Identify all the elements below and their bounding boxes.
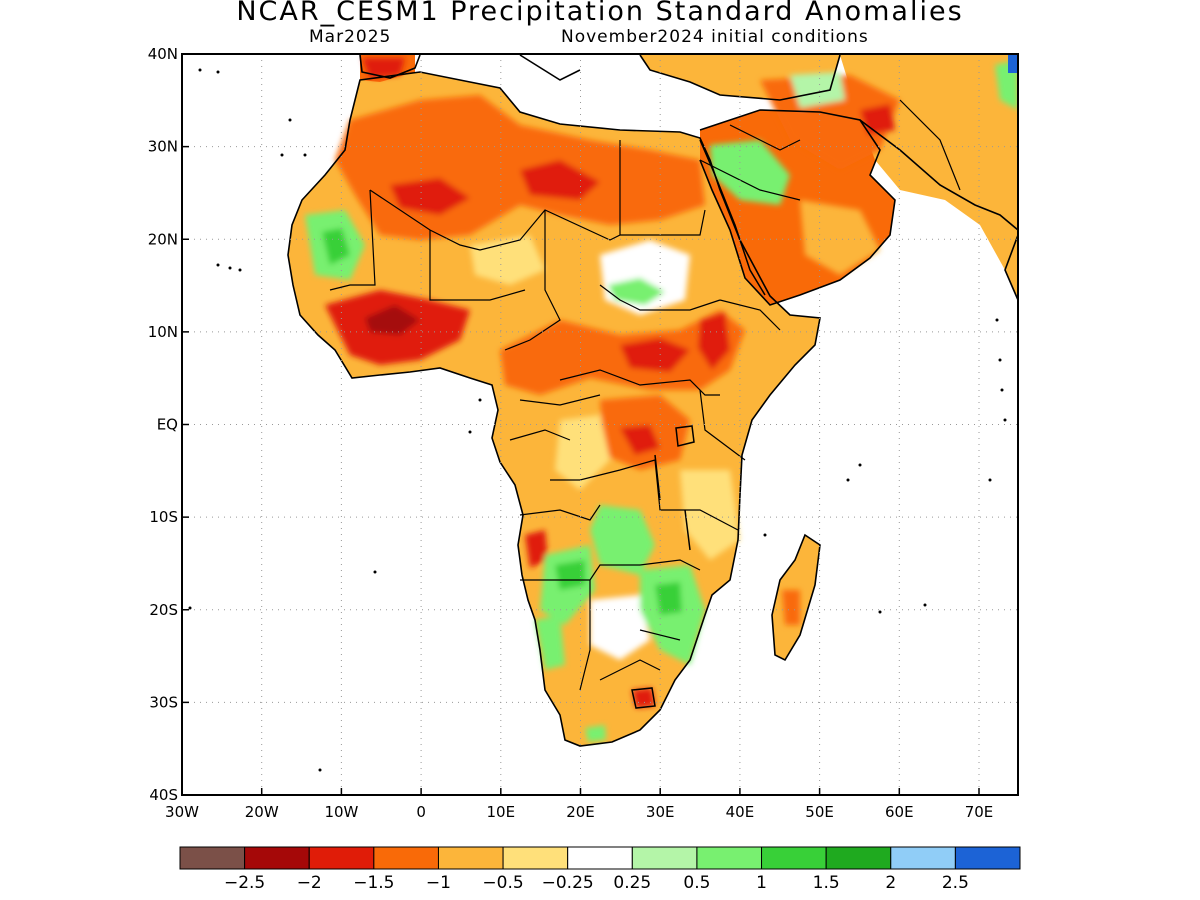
colorbar-label: −2 (297, 873, 322, 893)
colorbar-swatch (631, 846, 698, 870)
colorbar-swatch (373, 846, 439, 870)
caspian-very-wet (1008, 55, 1018, 73)
islands (188, 68, 1007, 772)
madagascar-core-dry (782, 590, 800, 625)
namibia-coast-wet (535, 615, 565, 670)
colorbar-label: −0.25 (542, 873, 594, 893)
colorbar-label: −1 (426, 873, 451, 893)
colorbar-swatch (696, 846, 763, 870)
lon-label: 10W (324, 803, 358, 821)
madagascar-coastline (771, 533, 821, 662)
colorbar-label: 2 (885, 873, 896, 893)
lat-label: 10N (148, 323, 178, 341)
lesotho (631, 687, 656, 709)
colorbar-label: 0.5 (683, 873, 710, 893)
colorbar-swatch (761, 846, 827, 870)
arabia-wet (710, 140, 790, 205)
colorbar: −2.5 −2 −1.5 −1 −0.5 −0.25 0.25 0.5 1 1.5 2 2.5 (179, 846, 1021, 893)
zambia-wet (590, 505, 655, 575)
lon-label: 60E (885, 803, 914, 821)
colorbar-swatch (308, 846, 375, 870)
colorbar-label: −1.5 (353, 873, 394, 893)
southern-africa-near-normal (590, 595, 650, 660)
persian-gulf-coast (859, 119, 1018, 231)
lat-label: 30N (148, 138, 178, 156)
colorbar-swatch (502, 846, 569, 870)
angola-coast-dry (525, 530, 548, 568)
lon-label: 20W (245, 803, 279, 821)
gridlines (182, 54, 1018, 795)
colorbar-label: 2.5 (942, 873, 969, 893)
lat-label: 20S (149, 601, 178, 619)
red-sea-coast (699, 139, 766, 296)
cape-wet (585, 725, 606, 742)
forecast-month: Mar2025 (309, 27, 392, 47)
arabia-near-normal (800, 200, 880, 275)
lake-victoria (675, 425, 695, 447)
colorbar-label: −2.5 (224, 873, 265, 893)
libya-core-dry (520, 160, 600, 200)
lat-label: 40S (149, 786, 178, 804)
initial-conditions: November2024 initial conditions (561, 27, 869, 47)
coastlines (287, 54, 1018, 747)
turkey-wet (790, 72, 845, 108)
great-lakes-core-dry (620, 425, 660, 455)
lon-label: 10E (487, 803, 516, 821)
mozambique-core-wet (655, 582, 682, 615)
lat-label: EQ (157, 416, 178, 434)
sahara-core-dry (390, 178, 470, 215)
anomaly-fields (188, 54, 1018, 772)
colorbar-label: 0.25 (613, 873, 651, 893)
south-sudan-core-dry (620, 338, 690, 372)
ethiopia-dry (698, 312, 730, 370)
africa-coastline (287, 71, 821, 747)
west-africa-core-dry (365, 305, 420, 335)
colorbar-label: −0.5 (482, 873, 523, 893)
mediterranean-core-dry (362, 58, 405, 78)
south-africa-core-dry (632, 688, 655, 708)
colorbar-swatch (825, 846, 892, 870)
lon-label: 40E (726, 803, 755, 821)
colorbar-swatch (244, 846, 310, 870)
lat-label: 30S (149, 693, 178, 711)
iraq-dry (760, 75, 900, 170)
mauritania-core-wet (322, 228, 350, 265)
arabia-coastline (699, 109, 896, 306)
lon-label: 20E (566, 803, 595, 821)
lon-label: 50E (805, 803, 834, 821)
chart-title: NCAR_CESM1 Precipitation Standard Anomal… (236, 0, 964, 27)
colorbar-swatch (437, 846, 504, 870)
colorbar-label: 1 (756, 873, 767, 893)
lat-label: 20N (148, 230, 178, 248)
lon-label: 70E (965, 803, 994, 821)
india-coast (1004, 234, 1018, 301)
lat-label: 10S (149, 508, 178, 526)
lake-tanganyika (654, 454, 661, 501)
colorbar-swatch (179, 846, 246, 870)
angola-core-wet (555, 560, 585, 590)
lon-label: 30W (165, 803, 199, 821)
lon-label: 0 (416, 803, 426, 821)
sudan-dry-region (500, 310, 745, 395)
europe-coastline (359, 54, 841, 101)
lakes (631, 139, 766, 709)
lon-label: 30E (646, 803, 675, 821)
lake-malawi (684, 509, 691, 551)
colorbar-swatch (890, 846, 956, 870)
colorbar-swatch (567, 846, 633, 870)
colorbar-swatch (954, 846, 1021, 870)
colorbar-label: 1.5 (813, 873, 840, 893)
country-borders (329, 99, 961, 691)
congo-basin-near-normal (555, 415, 610, 490)
chad-wet (608, 278, 665, 305)
lat-label: 40N (148, 45, 178, 63)
